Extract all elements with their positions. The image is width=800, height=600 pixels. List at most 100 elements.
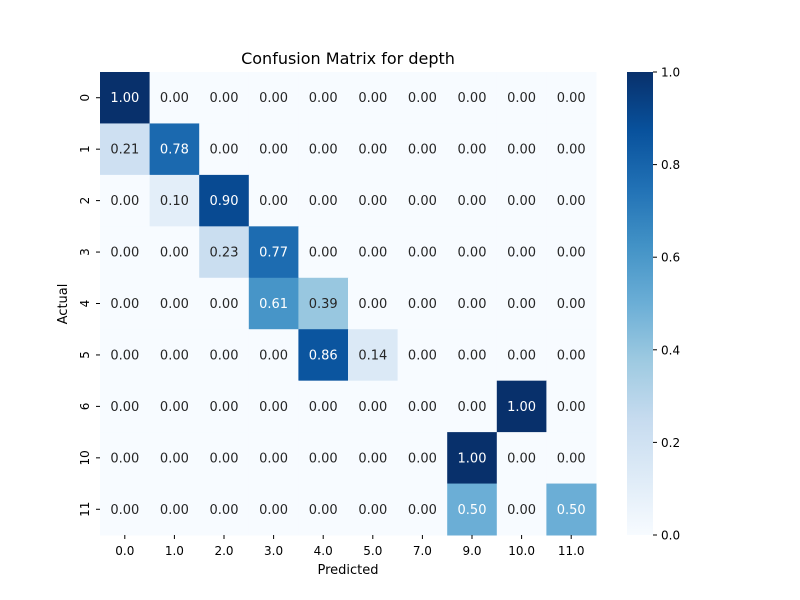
cell-value-label: 0.00 (557, 91, 586, 106)
cell-value-label: 0.00 (110, 348, 139, 363)
cell-value-label: 0.00 (309, 400, 338, 415)
cell-value-label: 0.00 (408, 143, 437, 158)
heatmap-cell (100, 329, 151, 382)
cell-value-label: 0.00 (557, 194, 586, 209)
heatmap-cell (447, 432, 498, 485)
cell-value-label: 0.00 (507, 451, 536, 466)
cell-value-label: 1.00 (507, 400, 536, 415)
heatmap-cell (447, 72, 498, 124)
cell-value-label: 0.00 (507, 143, 536, 158)
heatmap-cell (100, 226, 151, 279)
heatmap-cell (496, 432, 547, 485)
heatmap-cell (199, 329, 250, 382)
cell-value-label: 0.50 (557, 503, 586, 518)
cell-value-label: 0.00 (110, 194, 139, 209)
cell-value-label: 0.00 (358, 451, 387, 466)
cell-value-label: 0.00 (160, 297, 189, 312)
heatmap-cell (298, 72, 349, 124)
cell-value-label: 0.00 (160, 503, 189, 518)
heatmap-cell (348, 329, 399, 382)
colorbar (627, 72, 653, 535)
cell-value-label: 0.00 (358, 297, 387, 312)
heatmap-cell (546, 483, 597, 536)
heatmap-cell (447, 329, 498, 382)
colorbar-tick-label: 0.0 (661, 529, 680, 543)
cell-value-label: 0.00 (110, 246, 139, 261)
heatmap-cell (248, 226, 299, 279)
cell-value-label: 0.00 (259, 143, 288, 158)
heatmap-cell (248, 123, 299, 176)
heatmap-cell (546, 226, 597, 279)
heatmap-cell (199, 174, 250, 227)
cell-value-label: 0.00 (507, 348, 536, 363)
heatmap-cell (149, 483, 200, 536)
x-axis-ticks: 0.0 1.0 2.0 3.0 4.0 5.0 7.0 9.0 10.0 11.0 (115, 535, 585, 558)
heatmap-cell (546, 380, 597, 433)
x-tick-label: 1.0 (165, 544, 184, 558)
heatmap-cell (496, 174, 547, 227)
cell-value-label: 0.00 (110, 503, 139, 518)
heatmap-cell (199, 226, 250, 279)
cell-value-label: 0.00 (408, 400, 437, 415)
heatmap-cell (298, 174, 349, 227)
heatmap-cell (248, 329, 299, 382)
cell-value-label: 0.00 (458, 246, 487, 261)
heatmap-cell (546, 329, 597, 382)
cell-value-label: 0.00 (309, 451, 338, 466)
colorbar-tick-label: 0.4 (661, 343, 680, 357)
cell-value-label: 0.00 (259, 348, 288, 363)
x-tick-label: 9.0 (462, 544, 481, 558)
heatmap-cell (496, 329, 547, 382)
cell-value-label: 0.50 (458, 503, 487, 518)
cell-value-label: 0.00 (210, 91, 239, 106)
heatmap-cell (546, 174, 597, 227)
heatmap-cell (298, 226, 349, 279)
x-tick-label: 4.0 (314, 544, 333, 558)
cell-value-label: 0.00 (160, 451, 189, 466)
heatmap-cell (546, 72, 597, 124)
colorbar-tick-label: 0.2 (661, 436, 680, 450)
cell-value-label: 0.00 (507, 194, 536, 209)
y-tick-label: 5 (78, 351, 92, 359)
heatmap-cell (248, 277, 299, 330)
cell-value-label: 0.00 (210, 451, 239, 466)
heatmap-cell (348, 483, 399, 536)
heatmap-cell (298, 277, 349, 330)
cell-value-label: 0.00 (358, 194, 387, 209)
cell-value-label: 0.00 (160, 91, 189, 106)
cell-value-label: 0.00 (309, 503, 338, 518)
cell-value-label: 0.00 (110, 297, 139, 312)
heatmap-cell (100, 174, 151, 227)
heatmap-cell-labels: 1.00 0.00 0.00 0.00 0.00 0.00 0.00 0.00 0.00 0.00… (110, 91, 585, 518)
heatmap-cell (348, 226, 399, 279)
heatmap-cell (100, 277, 151, 330)
cell-value-label: 0.00 (408, 451, 437, 466)
heatmap-cell (397, 432, 448, 485)
heatmap-cell (100, 483, 151, 536)
cell-value-label: 0.00 (309, 194, 338, 209)
heatmap-cell (298, 483, 349, 536)
cell-value-label: 0.00 (259, 91, 288, 106)
heatmap-cell (447, 483, 498, 536)
cell-value-label: 0.00 (210, 400, 239, 415)
heatmap-cell (199, 483, 250, 536)
cell-value-label: 0.00 (557, 297, 586, 312)
x-axis-label: Predicted (317, 563, 378, 578)
heatmap-cell (298, 123, 349, 176)
heatmap-cell (248, 432, 299, 485)
cell-value-label: 0.00 (408, 297, 437, 312)
heatmap-cell (447, 174, 498, 227)
y-tick-label: 3 (78, 248, 92, 256)
cell-value-label: 0.00 (160, 246, 189, 261)
cell-value-label: 0.00 (309, 246, 338, 261)
heatmap-cell (298, 329, 349, 382)
chart-title: Confusion Matrix for depth (241, 49, 455, 68)
cell-value-label: 0.00 (160, 400, 189, 415)
heatmap-cell (149, 432, 200, 485)
heatmap-cell (199, 432, 250, 485)
heatmap-cell (100, 432, 151, 485)
heatmap-cell (248, 380, 299, 433)
y-tick-label: 4 (78, 300, 92, 308)
heatmap-cell (199, 277, 250, 330)
heatmap-cell (348, 72, 399, 124)
